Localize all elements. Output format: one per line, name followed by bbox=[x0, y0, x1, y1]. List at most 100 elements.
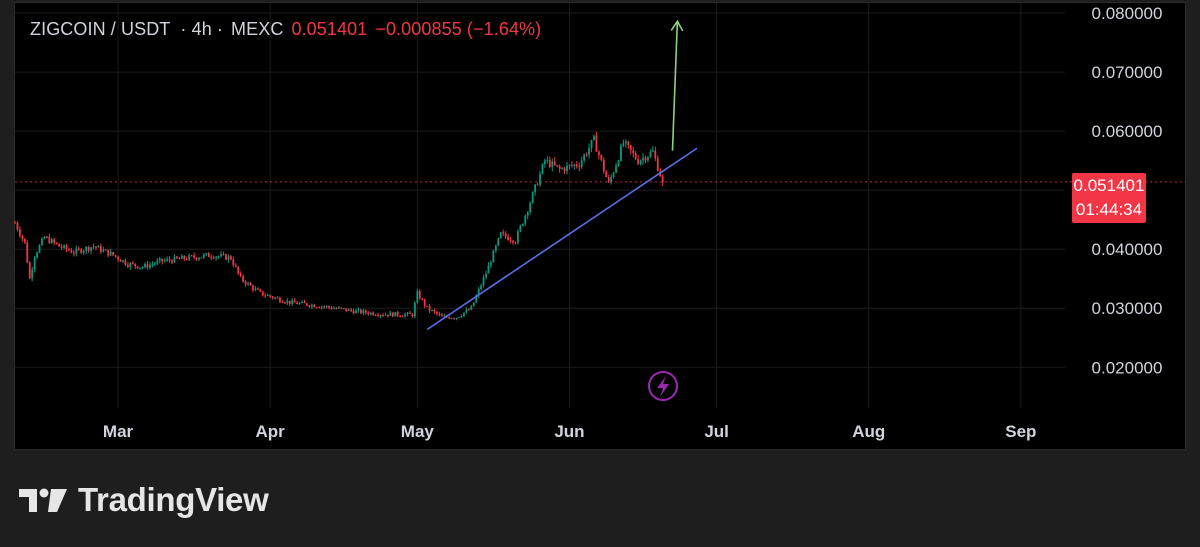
candle-body bbox=[259, 289, 262, 292]
candle-body bbox=[264, 295, 267, 297]
candle-body bbox=[119, 259, 122, 262]
candle-body bbox=[134, 263, 137, 267]
candle-body bbox=[364, 310, 367, 313]
candle-body bbox=[225, 254, 227, 260]
candle-body bbox=[237, 266, 240, 274]
candle-body bbox=[485, 273, 487, 278]
candle-body bbox=[561, 168, 563, 170]
candle-body bbox=[450, 318, 453, 320]
candle-body bbox=[347, 309, 350, 311]
candle-body bbox=[261, 291, 264, 296]
candle-body bbox=[26, 242, 29, 263]
candle-body bbox=[337, 307, 340, 309]
candle-body bbox=[539, 173, 541, 185]
candle-body bbox=[114, 255, 117, 257]
candle-body bbox=[190, 255, 193, 257]
candle-body bbox=[411, 313, 414, 317]
candle-body bbox=[382, 315, 384, 317]
candle-body bbox=[77, 248, 80, 250]
candle-body bbox=[475, 295, 478, 303]
candle-body bbox=[129, 263, 132, 267]
candle-body bbox=[271, 296, 274, 299]
candle-body bbox=[288, 300, 291, 304]
candle-body bbox=[463, 312, 465, 316]
candle-body bbox=[124, 260, 127, 265]
candle-body bbox=[546, 159, 549, 161]
candle-body bbox=[413, 302, 416, 317]
candle-body bbox=[102, 249, 105, 252]
candle-body bbox=[43, 237, 46, 239]
candle-body bbox=[72, 252, 75, 254]
last-price: 0.051401 bbox=[291, 19, 368, 39]
candle-body bbox=[504, 233, 507, 237]
candle-body bbox=[529, 203, 532, 212]
candle-body bbox=[509, 240, 512, 242]
candle-body bbox=[205, 253, 208, 255]
candle-body bbox=[151, 264, 154, 266]
candle-body bbox=[136, 266, 139, 269]
candle-body bbox=[600, 154, 603, 160]
candle-body bbox=[229, 256, 232, 260]
candle-body bbox=[448, 317, 451, 319]
tradingview-brand[interactable]: TradingView bbox=[18, 481, 269, 519]
candle-body bbox=[318, 307, 321, 309]
candle-body bbox=[355, 310, 357, 314]
candle-body bbox=[149, 264, 151, 268]
candle-body bbox=[50, 239, 53, 244]
candle-body bbox=[436, 311, 438, 314]
candle-body bbox=[647, 156, 649, 161]
exchange: MEXC bbox=[231, 19, 284, 39]
candle-body bbox=[58, 243, 61, 247]
candle-body bbox=[193, 255, 195, 258]
candle-body bbox=[404, 314, 406, 317]
candle-body bbox=[632, 150, 635, 154]
candle-body bbox=[41, 238, 43, 246]
candle-body bbox=[80, 249, 83, 253]
x-tick-label: Jun bbox=[554, 422, 584, 441]
candle-body bbox=[521, 223, 524, 226]
candle-body bbox=[465, 309, 468, 313]
candle-body bbox=[95, 246, 97, 248]
candle-body bbox=[386, 314, 389, 316]
candle-body bbox=[440, 314, 443, 317]
candle-body bbox=[176, 256, 178, 259]
candle-body bbox=[612, 172, 615, 178]
candle-body bbox=[431, 309, 433, 311]
candle-body bbox=[23, 238, 26, 243]
lightning-icon[interactable] bbox=[648, 371, 678, 401]
chart-area[interactable] bbox=[14, 2, 1186, 450]
candle-body bbox=[578, 166, 581, 168]
candle-body bbox=[458, 317, 460, 319]
symbol-name[interactable]: ZIGCOIN / USDT bbox=[30, 19, 171, 39]
candle-body bbox=[482, 277, 485, 286]
candle-body bbox=[384, 314, 387, 316]
brand-name: TradingView bbox=[78, 481, 269, 518]
candle-body bbox=[33, 257, 36, 270]
candle-body bbox=[620, 145, 622, 161]
arrow-shaft bbox=[671, 21, 679, 151]
candle-body bbox=[367, 312, 370, 315]
candle-body bbox=[573, 164, 576, 166]
arrow-head bbox=[670, 19, 684, 32]
candle-body bbox=[266, 295, 269, 297]
candle-body bbox=[203, 254, 205, 258]
candle-body bbox=[514, 242, 517, 244]
candle-body bbox=[139, 267, 142, 269]
grid-lines bbox=[15, 3, 1186, 408]
candle-body bbox=[460, 315, 463, 318]
candle-body bbox=[254, 288, 257, 290]
chart-header: ZIGCOIN / USDT · 4h · MEXC 0.051401 −0.00085… bbox=[30, 19, 541, 40]
candle-body bbox=[31, 269, 34, 279]
interval[interactable]: · 4h · bbox=[180, 19, 224, 39]
candle-body bbox=[590, 140, 593, 149]
candle-body bbox=[438, 313, 441, 315]
candle-body bbox=[168, 258, 171, 261]
candle-body bbox=[624, 141, 627, 144]
candle-body bbox=[389, 312, 392, 316]
candle-body bbox=[362, 310, 365, 314]
candle-body bbox=[276, 297, 279, 299]
x-tick-label: Aug bbox=[852, 422, 885, 441]
candle-body bbox=[296, 302, 299, 305]
candle-body bbox=[36, 252, 38, 258]
